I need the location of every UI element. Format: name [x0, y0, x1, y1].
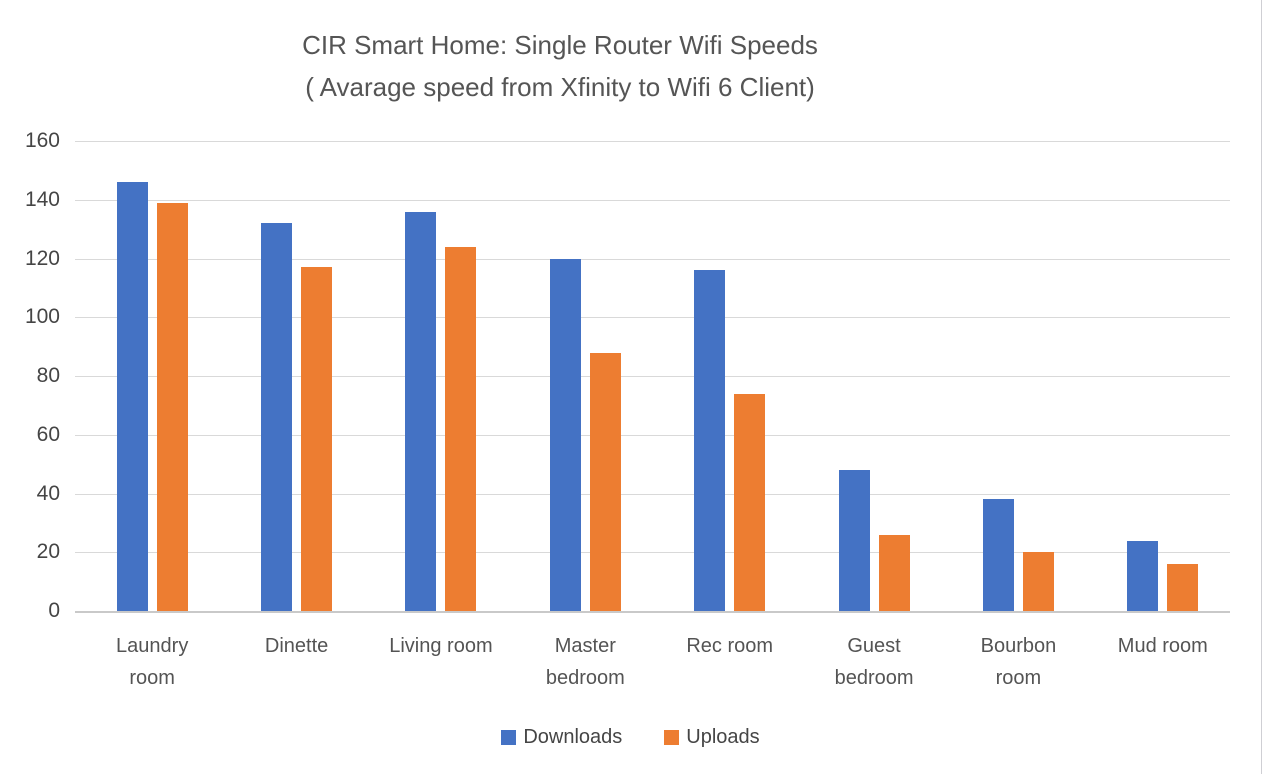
- y-tick-label: 0: [48, 599, 60, 622]
- legend-label: Downloads: [523, 726, 623, 748]
- x-axis-label-text: Dinette: [264, 635, 329, 657]
- gridline: [75, 141, 1230, 142]
- x-axis-label: Rec room: [653, 630, 797, 694]
- x-axis-label: Laundry room: [75, 630, 219, 694]
- uploads-bar: [445, 246, 477, 611]
- downloads-bar: [405, 211, 437, 611]
- bar-group: [75, 141, 219, 611]
- gridline: [75, 199, 1230, 201]
- y-tick-label: 20: [36, 540, 60, 564]
- x-axis-line: [75, 611, 1230, 613]
- x-axis-label: Bourbon room: [941, 630, 1085, 694]
- x-axis-label: Master bedroom: [508, 630, 652, 694]
- y-tick-label: 100: [24, 305, 60, 329]
- legend: Downloads Uploads: [0, 726, 1261, 749]
- x-axis-label: Dinette: [219, 630, 363, 694]
- x-axis-label-text: Rec room: [686, 635, 774, 657]
- uploads-bar: [734, 393, 766, 611]
- chart-title-line2: ( Avarage speed from Xfinity to Wifi 6 C…: [305, 72, 815, 102]
- gridline: [75, 434, 1230, 436]
- uploads-bar: [1167, 564, 1199, 611]
- downloads-bar: [694, 270, 726, 611]
- uploads-bar: [301, 267, 333, 611]
- bar-group: [941, 141, 1085, 611]
- downloads-bar: [116, 182, 148, 611]
- y-axis: 160 140 120 100 80 60 40 20 0: [0, 129, 60, 622]
- x-axis-label-text: Guest bedroom: [834, 635, 914, 689]
- bar-group: [219, 141, 363, 611]
- y-tick-label: 80: [36, 364, 60, 387]
- chart-title: CIR Smart Home: Single Router Wifi Speed…: [0, 24, 1120, 108]
- gridline: [75, 493, 1230, 495]
- x-axis-label: Living room: [364, 630, 508, 694]
- legend-item-uploads: Uploads: [664, 726, 760, 749]
- bar-group: [508, 141, 652, 611]
- legend-label: Uploads: [686, 726, 760, 748]
- x-axis-label-text: Master bedroom: [545, 635, 625, 689]
- y-tick-label: 160: [24, 129, 60, 152]
- y-tick-label: 40: [36, 481, 60, 505]
- gridline: [75, 376, 1230, 377]
- bar-group: [364, 141, 508, 611]
- downloads-bar: [261, 223, 293, 611]
- bar-group: [653, 141, 797, 611]
- x-axis-label-text: Living room: [389, 635, 493, 657]
- uploads-bar: [878, 534, 910, 611]
- downloads-bar: [1127, 540, 1159, 611]
- bar-group: [797, 141, 941, 611]
- y-tick-label: 140: [24, 187, 60, 211]
- x-axis-label: Guest bedroom: [797, 630, 941, 694]
- x-axis-label-text: Mud room: [1117, 635, 1208, 657]
- downloads-bar: [838, 470, 870, 611]
- y-tick-label: 120: [24, 246, 60, 270]
- legend-swatch-icon: [501, 730, 517, 745]
- x-axis-label-text: Bourbon room: [980, 635, 1057, 689]
- y-tick-label: 60: [36, 422, 60, 446]
- x-axis-label: Mud room: [1086, 630, 1230, 694]
- gridline: [75, 258, 1230, 260]
- gridline: [75, 317, 1230, 319]
- uploads-bar: [589, 352, 621, 611]
- downloads-bar: [982, 499, 1014, 611]
- chart-title-line1: CIR Smart Home: Single Router Wifi Speed…: [302, 30, 818, 60]
- legend-item-downloads: Downloads: [501, 726, 622, 749]
- legend-swatch-icon: [664, 730, 680, 745]
- uploads-bar: [156, 202, 188, 611]
- gridline: [75, 552, 1230, 554]
- uploads-bar: [1022, 552, 1054, 611]
- x-axis-label-text: Laundry room: [116, 635, 189, 689]
- bar-group: [1086, 141, 1230, 611]
- downloads-bar: [549, 258, 581, 611]
- x-axis-labels: Laundry room Dinette Living room Master bed…: [75, 630, 1230, 694]
- plot-area: [75, 141, 1230, 613]
- bar-groups: [75, 141, 1230, 611]
